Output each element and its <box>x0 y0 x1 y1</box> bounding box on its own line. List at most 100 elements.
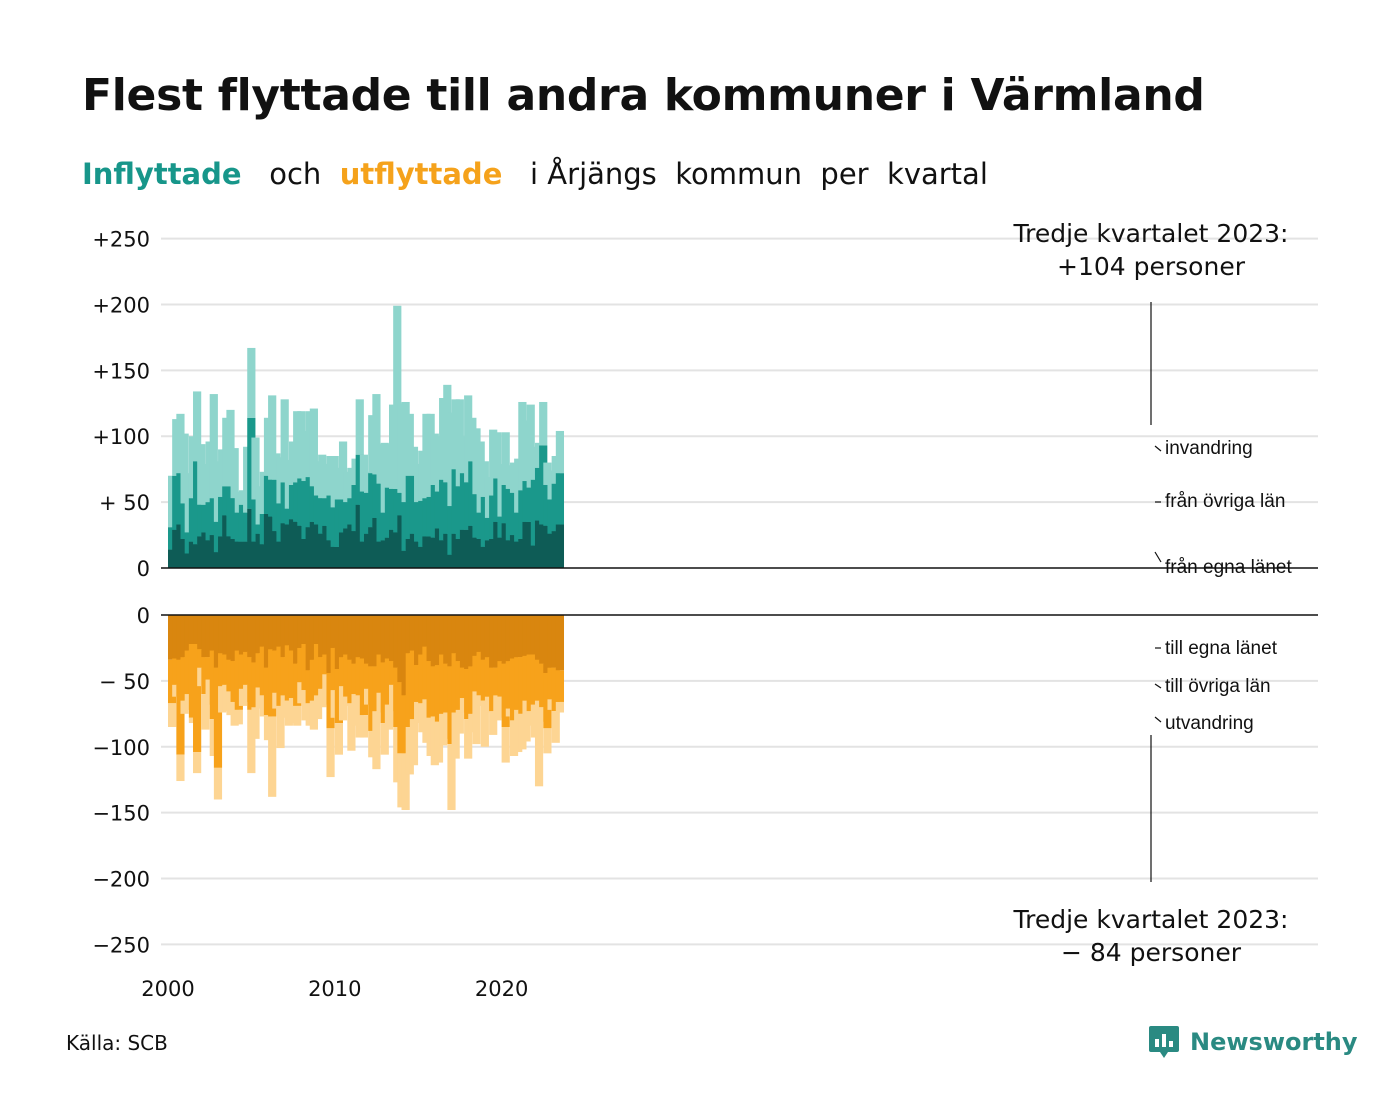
bar-out-emigration <box>389 684 398 712</box>
bar-out-emigration <box>472 691 481 745</box>
chart-subtitle: Inflyttade och utflyttade i Årjängs komm… <box>82 157 988 191</box>
bar-out-emigration <box>197 667 206 687</box>
bar-out-same-county <box>359 615 369 659</box>
bar-out-other-counties <box>334 669 343 724</box>
bar-out-same-county <box>259 615 268 647</box>
bar-in-other-counties <box>259 513 268 545</box>
bar-out-same-county <box>418 615 427 655</box>
bar-out-other-counties <box>476 651 485 696</box>
bar-out-emigration <box>234 709 243 725</box>
bar-out-same-county <box>209 615 218 651</box>
bar-out-same-county <box>505 615 514 662</box>
bar-in-same-county <box>451 533 460 568</box>
bar-out-other-counties <box>201 657 210 695</box>
bar-out-same-county <box>205 615 214 658</box>
bar-out-other-counties <box>230 661 239 702</box>
bar-out-same-county <box>343 615 352 655</box>
bar-in-immigration <box>238 490 248 505</box>
bar-out-other-counties <box>209 650 218 720</box>
bar-in-other-counties <box>489 495 498 540</box>
bar-in-same-county <box>530 545 539 568</box>
bar-out-emigration <box>355 695 364 738</box>
bar-out-same-county <box>355 615 364 658</box>
bar-in-same-county <box>522 521 531 568</box>
bar-out-emigration <box>522 700 531 742</box>
bar-out-emigration <box>405 727 414 775</box>
bar-out-same-county <box>363 615 373 664</box>
bar-out-same-county <box>243 615 252 652</box>
bar-out-emigration <box>188 717 198 724</box>
bar-in-other-counties <box>184 532 193 554</box>
bar-out-other-counties <box>193 643 202 753</box>
bar-in-same-county <box>489 539 498 568</box>
bar-out-other-counties <box>368 666 377 731</box>
legend-label-outflow: till egna länet <box>1165 638 1278 659</box>
legend-label-outflow: utvandring <box>1165 713 1254 734</box>
bar-out-same-county <box>347 615 356 660</box>
subtitle-inflow-word: Inflyttade <box>82 157 242 191</box>
bar-out-same-county <box>293 615 302 664</box>
bar-out-other-counties <box>355 657 364 696</box>
bar-out-emigration <box>322 674 331 705</box>
bar-in-immigration <box>201 463 210 505</box>
bar-in-same-county <box>263 513 273 568</box>
bar-in-same-county <box>184 553 193 568</box>
bar-in-same-county <box>547 533 556 568</box>
bar-in-other-counties <box>526 487 535 522</box>
bar-out-same-county <box>522 615 531 656</box>
bar-in-same-county <box>526 521 535 568</box>
bar-in-immigration <box>276 457 285 504</box>
bar-out-same-county <box>338 615 348 658</box>
bar-in-immigration <box>372 394 381 475</box>
bar-out-emigration <box>359 715 369 738</box>
bar-in-immigration <box>472 428 481 495</box>
bar-in-same-county <box>418 546 427 568</box>
bar-in-other-counties <box>205 502 214 541</box>
bar-out-emigration <box>451 712 460 759</box>
bar-out-emigration <box>176 754 185 782</box>
bar-out-emigration <box>347 703 356 751</box>
bar-out-emigration <box>297 682 306 704</box>
bar-in-other-counties <box>476 512 485 540</box>
bar-out-other-counties <box>197 649 206 668</box>
bar-in-immigration <box>514 458 523 513</box>
bar-in-other-counties <box>426 496 435 537</box>
bar-out-other-counties <box>338 657 348 687</box>
bar-out-emigration <box>243 684 252 702</box>
bar-in-other-counties <box>338 499 348 533</box>
y-tick-lower: 0 <box>137 604 150 628</box>
bar-out-same-county <box>443 615 452 664</box>
bar-out-emigration <box>330 690 339 718</box>
bar-in-same-county <box>459 529 469 568</box>
bar-in-same-county <box>472 537 481 568</box>
bar-out-emigration <box>205 679 214 705</box>
bar-out-same-county <box>434 615 444 666</box>
bar-out-other-counties <box>343 654 352 697</box>
bar-in-immigration <box>255 486 264 525</box>
bar-out-other-counties <box>509 658 519 721</box>
bar-out-same-county <box>543 615 552 673</box>
bar-in-other-counties <box>451 469 460 534</box>
bar-out-same-county <box>309 615 318 660</box>
bar-out-other-counties <box>226 659 235 692</box>
bar-out-other-counties <box>222 654 231 685</box>
bar-in-immigration <box>188 436 198 499</box>
bar-in-other-counties <box>197 504 206 537</box>
bar-out-same-county <box>501 615 510 664</box>
bar-in-other-counties <box>351 484 360 532</box>
bar-in-immigration <box>439 398 448 480</box>
inflow-bars <box>168 305 565 568</box>
bar-in-other-counties <box>280 482 289 524</box>
bar-in-same-county <box>330 546 339 568</box>
bar-in-same-county <box>334 546 343 568</box>
bar-out-emigration <box>209 719 218 756</box>
bar-in-immigration <box>230 448 239 499</box>
bar-out-other-counties <box>168 659 177 704</box>
bar-out-same-county <box>268 615 277 650</box>
bar-in-other-counties <box>347 498 356 525</box>
bar-in-same-county <box>251 541 260 568</box>
bar-out-same-county <box>305 615 314 671</box>
bar-out-same-county <box>401 615 410 696</box>
bar-out-same-county <box>414 615 423 666</box>
bar-out-same-county <box>226 615 235 660</box>
